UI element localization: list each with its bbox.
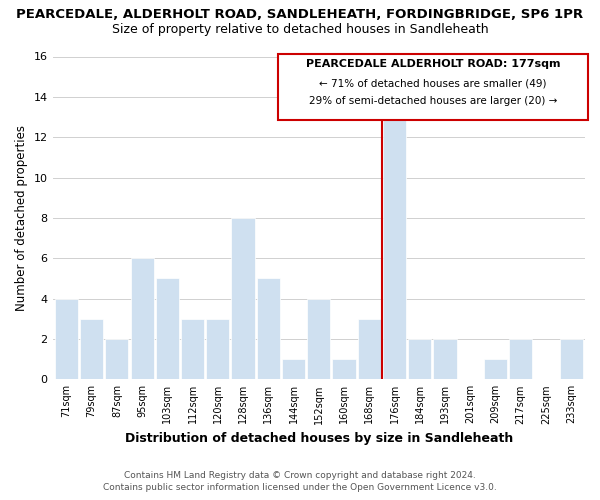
Text: 29% of semi-detached houses are larger (20) →: 29% of semi-detached houses are larger (… <box>309 96 557 106</box>
Bar <box>433 339 457 380</box>
Bar <box>105 339 128 380</box>
Bar <box>131 258 154 380</box>
Bar <box>181 319 204 380</box>
Bar <box>206 319 229 380</box>
Bar <box>307 298 331 380</box>
Bar <box>560 339 583 380</box>
Bar <box>232 218 254 380</box>
Bar <box>332 359 356 380</box>
Bar <box>156 278 179 380</box>
Text: Size of property relative to detached houses in Sandleheath: Size of property relative to detached ho… <box>112 22 488 36</box>
Text: PEARCEDALE, ALDERHOLT ROAD, SANDLEHEATH, FORDINGBRIDGE, SP6 1PR: PEARCEDALE, ALDERHOLT ROAD, SANDLEHEATH,… <box>16 8 584 20</box>
X-axis label: Distribution of detached houses by size in Sandleheath: Distribution of detached houses by size … <box>125 432 513 445</box>
Text: ← 71% of detached houses are smaller (49): ← 71% of detached houses are smaller (49… <box>319 78 547 88</box>
Bar <box>383 117 406 380</box>
Bar <box>80 319 103 380</box>
Bar <box>509 339 532 380</box>
Bar <box>408 339 431 380</box>
Text: Contains public sector information licensed under the Open Government Licence v3: Contains public sector information licen… <box>103 484 497 492</box>
Bar <box>358 319 381 380</box>
Y-axis label: Number of detached properties: Number of detached properties <box>15 125 28 311</box>
Text: Contains HM Land Registry data © Crown copyright and database right 2024.: Contains HM Land Registry data © Crown c… <box>124 471 476 480</box>
Text: PEARCEDALE ALDERHOLT ROAD: 177sqm: PEARCEDALE ALDERHOLT ROAD: 177sqm <box>306 59 560 69</box>
Bar <box>484 359 507 380</box>
Bar <box>55 298 78 380</box>
Bar <box>282 359 305 380</box>
Bar <box>257 278 280 380</box>
